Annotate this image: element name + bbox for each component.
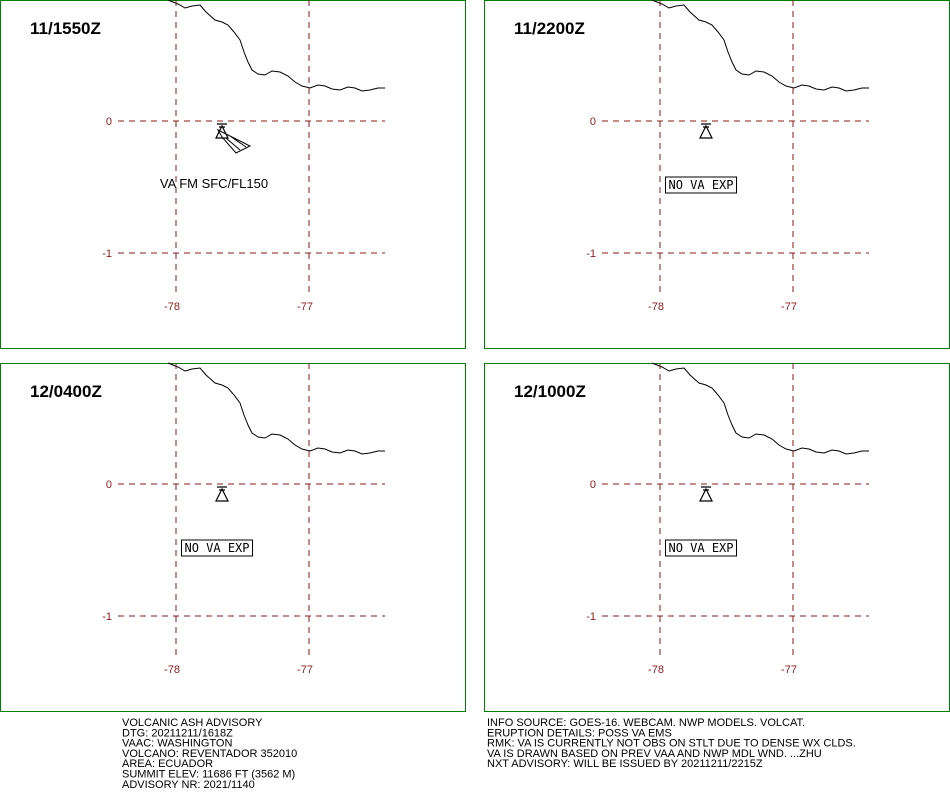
ash-annotation: NO VA EXP — [668, 541, 733, 555]
panel-frame — [0, 363, 466, 712]
latitude-label: -1 — [102, 248, 112, 260]
latitude-label: 0 — [106, 479, 112, 491]
coastline — [651, 362, 869, 455]
advisory-line: ADVISORY NR: 2021/1140 — [122, 779, 255, 791]
latitude-label: 0 — [590, 116, 596, 128]
longitude-label: -77 — [297, 301, 313, 313]
longitude-label: -78 — [164, 301, 180, 313]
map-panel: 0 -1 -78 -77 12/1000Z NO VA EXP — [484, 362, 950, 712]
latitude-label: -1 — [102, 611, 112, 623]
map-panel: 0 -1 -78 -77 11/1550Z VA FM SFC/FL150 — [0, 0, 466, 349]
ash-area — [216, 128, 252, 154]
panel-frame — [484, 0, 950, 349]
advisory-line: VA IS DRAWN BASED ON PREV VAA AND NWP MD… — [487, 748, 822, 760]
valid-time: 12/0400Z — [30, 382, 102, 401]
advisory-line: INFO SOURCE: GOES-16. WEBCAM. NWP MODELS… — [487, 717, 805, 729]
ash-annotation: NO VA EXP — [184, 541, 249, 555]
map-panel: 0 -1 -78 -77 11/2200Z NO VA EXP — [484, 0, 950, 349]
coastline — [167, 362, 385, 455]
advisory-line: ERUPTION DETAILS: POSS VA EMS — [487, 727, 672, 739]
latitude-label: 0 — [590, 479, 596, 491]
longitude-label: -77 — [297, 664, 313, 676]
advisory-line: VOLCANO: REVENTADOR 352010 — [122, 748, 297, 760]
latitude-label: -1 — [586, 248, 596, 260]
advisory-line: RMK: VA IS CURRENTLY NOT OBS ON STLT DUE… — [487, 738, 856, 750]
valid-time: 11/2200Z — [514, 19, 585, 38]
annotation-box — [664, 539, 738, 557]
volcano-symbol — [699, 486, 713, 502]
longitude-label: -78 — [648, 664, 664, 676]
annotation-box — [180, 539, 254, 557]
advisory-line: VAAC: WASHINGTON — [122, 738, 232, 750]
latitude-label: 0 — [106, 116, 112, 128]
panel-frame — [484, 363, 950, 712]
latitude-label: -1 — [586, 611, 596, 623]
panel-frame — [0, 0, 466, 349]
advisory-line: NXT ADVISORY: WILL BE ISSUED BY 20211211… — [487, 758, 763, 770]
valid-time: 12/1000Z — [514, 382, 586, 401]
advisory-line: SUMMIT ELEV: 11686 FT (3562 M) — [122, 769, 295, 781]
volcano-symbol — [699, 123, 713, 139]
ash-annotation: VA FM SFC/FL150 — [160, 176, 268, 191]
coastline — [651, 0, 869, 92]
advisory-line: AREA: ECUADOR — [122, 758, 213, 770]
advisory-line: DTG: 20211211/1618Z — [122, 727, 233, 739]
longitude-label: -77 — [781, 301, 797, 313]
longitude-label: -77 — [781, 664, 797, 676]
annotation-box — [664, 176, 738, 194]
volcano-symbol — [215, 123, 229, 139]
ash-annotation: NO VA EXP — [668, 178, 733, 192]
coastline — [167, 0, 385, 92]
volcano-symbol — [215, 486, 229, 502]
advisory-line: VOLCANIC ASH ADVISORY — [122, 717, 263, 729]
valid-time: 11/1550Z — [30, 19, 101, 38]
map-panel: 0 -1 -78 -77 12/0400Z NO VA EXP — [0, 362, 466, 712]
longitude-label: -78 — [164, 664, 180, 676]
longitude-label: -78 — [648, 301, 664, 313]
